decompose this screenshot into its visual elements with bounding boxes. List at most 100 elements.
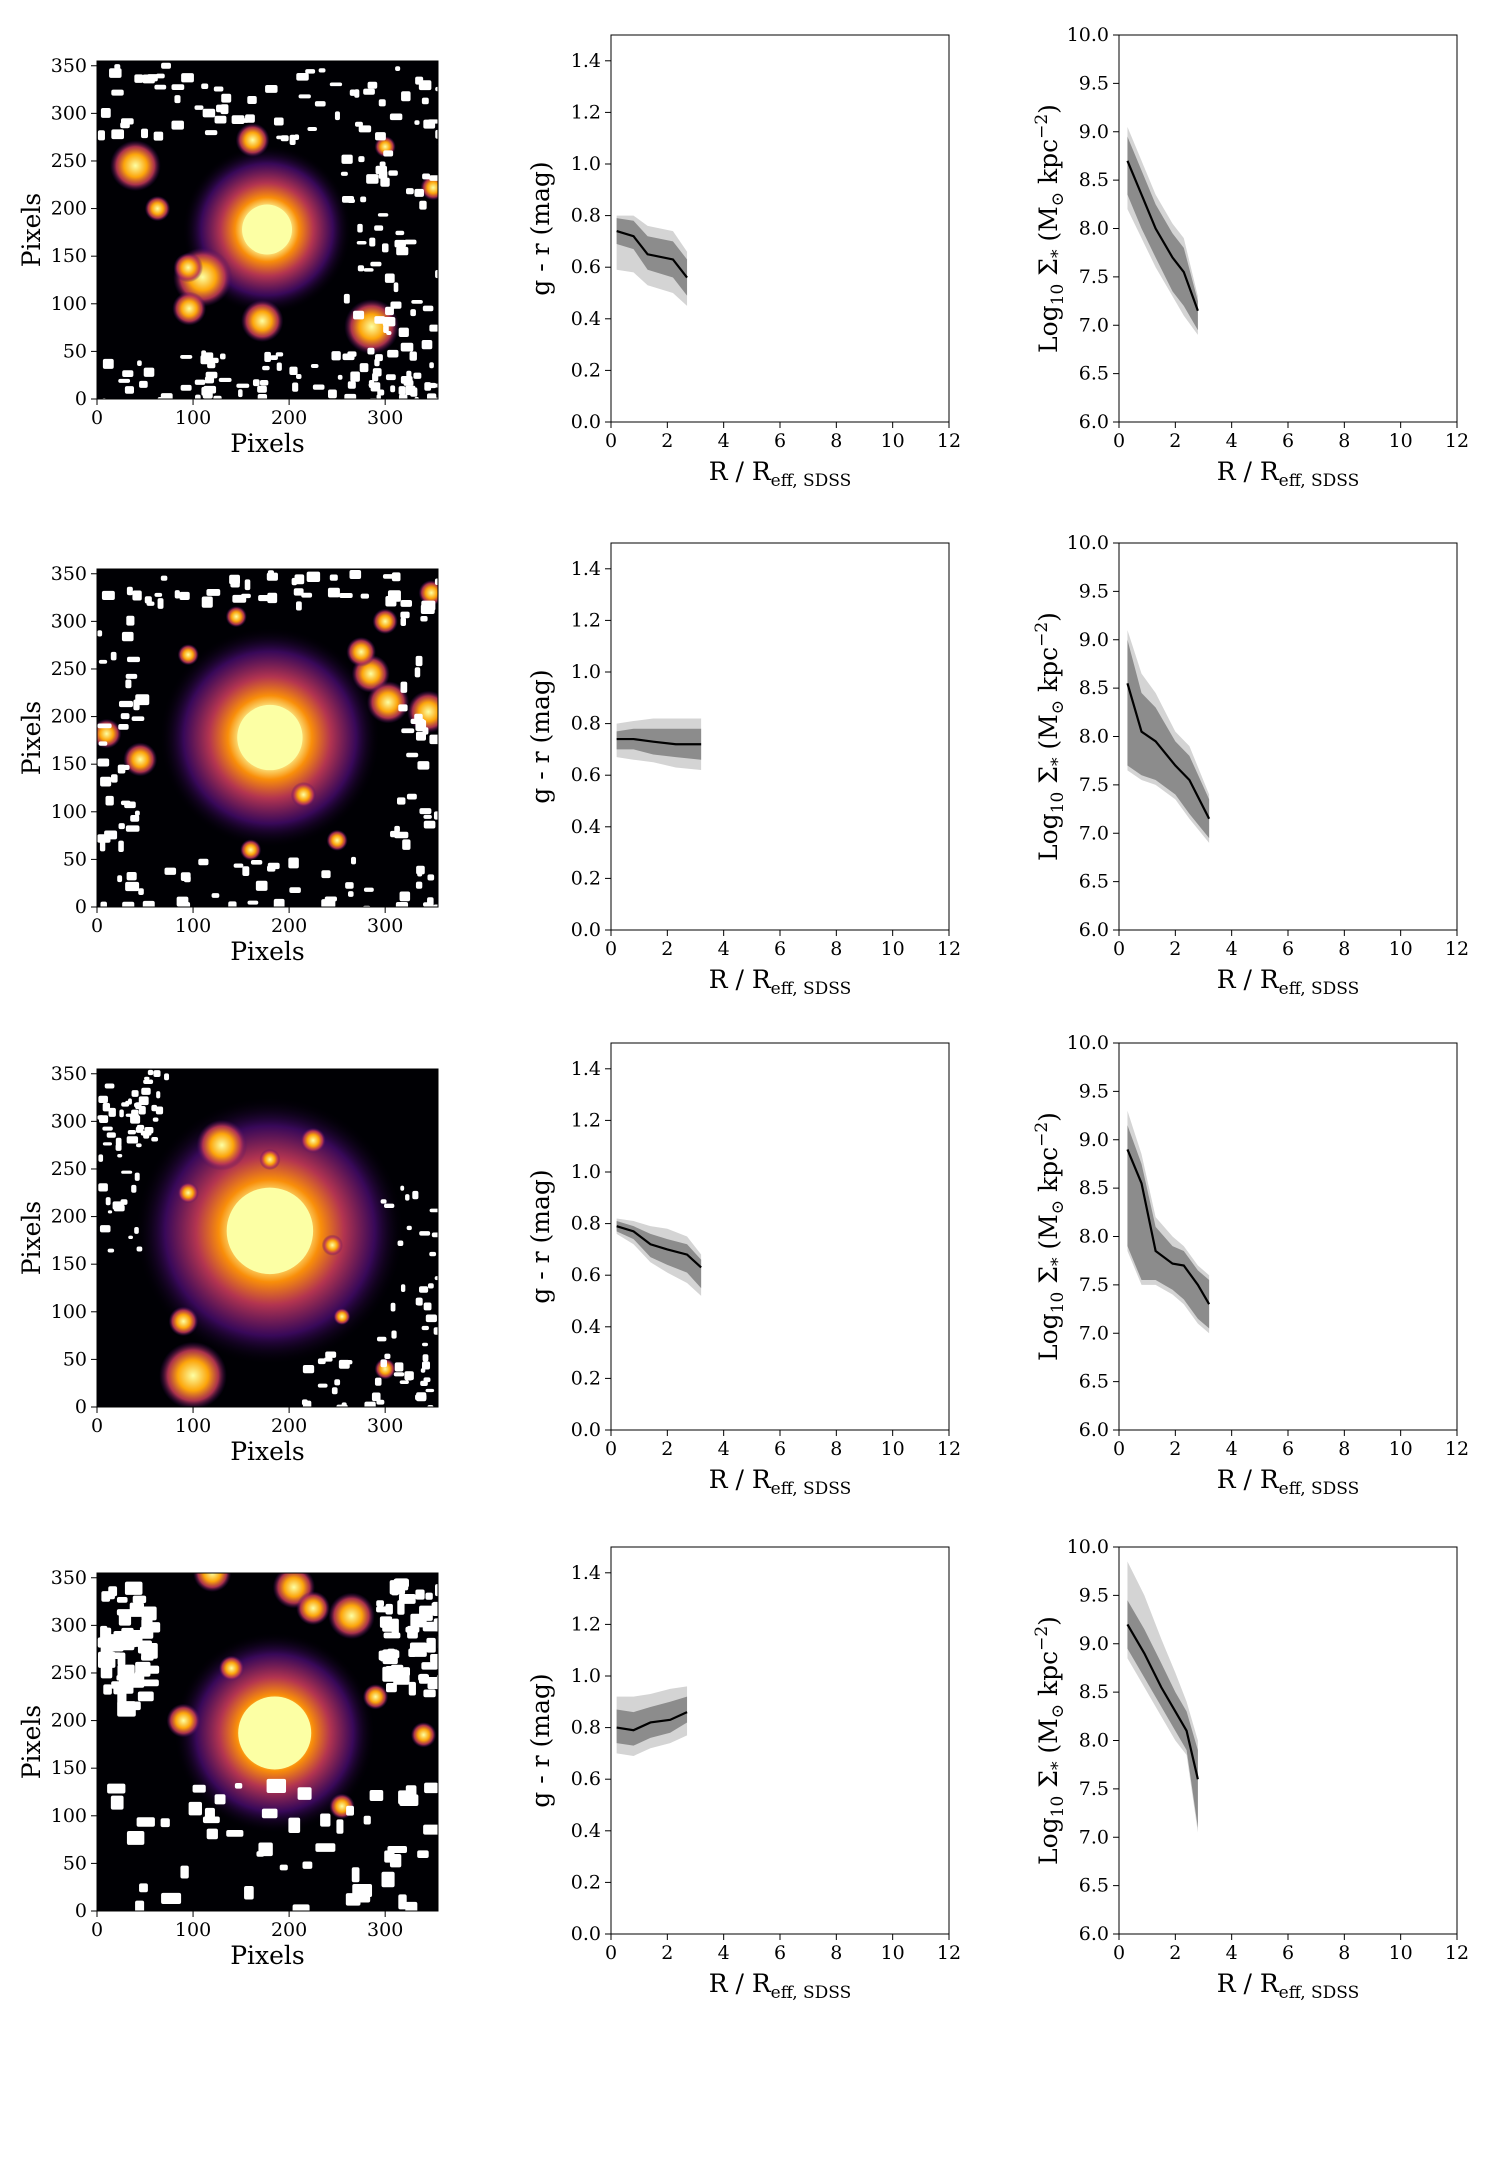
mask-blob bbox=[288, 857, 299, 869]
mask-blob bbox=[255, 880, 268, 891]
x-tick-label: 0 bbox=[91, 1919, 103, 1941]
mask-blob bbox=[398, 1894, 407, 1910]
x-tick-label: 2 bbox=[1169, 430, 1181, 452]
y-tick-label: 0.0 bbox=[571, 411, 601, 433]
mask-blob bbox=[262, 365, 270, 371]
mask-blob bbox=[363, 88, 375, 95]
source-4 bbox=[328, 1592, 375, 1640]
mask-blob bbox=[279, 1864, 288, 1871]
x-tick-label: 100 bbox=[175, 407, 211, 429]
galaxy-core bbox=[238, 1696, 312, 1770]
mask-blob bbox=[427, 1404, 434, 1407]
mask-blob bbox=[101, 590, 115, 600]
mask-blob bbox=[131, 1109, 139, 1117]
mask-blob bbox=[417, 1850, 429, 1859]
x-tick-label: 300 bbox=[367, 1919, 403, 1941]
mask-blob bbox=[380, 177, 390, 187]
y-label-unit: (M bbox=[1034, 1718, 1063, 1761]
mask-blob bbox=[374, 1377, 382, 1386]
x-tick-label: 6 bbox=[774, 1438, 786, 1460]
source-13 bbox=[326, 829, 348, 851]
mask-blob bbox=[216, 104, 225, 113]
x-tick-label: 2 bbox=[1169, 1438, 1181, 1460]
mask-blob bbox=[430, 1654, 438, 1664]
x-tick-label: 0 bbox=[1113, 1942, 1125, 1964]
mask-blob bbox=[366, 174, 379, 184]
mask-blob bbox=[144, 1076, 150, 1080]
mask-blob bbox=[347, 381, 356, 389]
mask-blob bbox=[103, 1684, 112, 1695]
mask-blob bbox=[107, 1248, 115, 1253]
mask-blob bbox=[125, 673, 138, 679]
x-tick-label: 0 bbox=[1113, 430, 1125, 452]
mask-blob bbox=[116, 1596, 128, 1603]
mask-blob bbox=[244, 579, 251, 591]
mask-blob bbox=[383, 1632, 401, 1639]
y-tick-label: 7.0 bbox=[1079, 822, 1109, 844]
mask-blob bbox=[293, 588, 304, 596]
y-tick-label: 1.4 bbox=[571, 1562, 601, 1584]
mask-blob bbox=[416, 1297, 423, 1306]
mask-blob bbox=[424, 1782, 438, 1794]
source-4 bbox=[177, 1182, 199, 1204]
y-tick-label: 150 bbox=[51, 1253, 87, 1275]
mask-blob bbox=[135, 1900, 145, 1911]
y-label-star: * bbox=[1048, 1761, 1068, 1770]
mask-blob bbox=[160, 393, 173, 399]
mask-blob bbox=[435, 270, 438, 279]
mask-blob bbox=[423, 1377, 431, 1383]
y-tick-label: 8.5 bbox=[1079, 1681, 1109, 1703]
y-tick-label: 0.6 bbox=[571, 256, 601, 278]
y-tick-label: 0.8 bbox=[571, 1213, 601, 1235]
mask-blob bbox=[390, 1664, 404, 1681]
x-axis-label: Pixels bbox=[230, 1437, 305, 1466]
y-tick-label: 50 bbox=[63, 1852, 87, 1874]
y-label-sun: ⊙ bbox=[1048, 700, 1068, 714]
mask-blob bbox=[431, 1602, 438, 1613]
mask-blob bbox=[134, 74, 144, 83]
mask-blob bbox=[141, 128, 149, 139]
mask-blob bbox=[434, 578, 438, 586]
mask-blob bbox=[111, 89, 124, 96]
mask-blob bbox=[171, 120, 184, 130]
x-tick-label: 10 bbox=[881, 938, 905, 960]
y-label-kpc: kpc bbox=[1034, 1147, 1063, 1200]
mask-blob bbox=[429, 1251, 437, 1257]
mask-blob bbox=[380, 1199, 387, 1204]
mask-blob bbox=[171, 84, 185, 91]
mask-blob bbox=[384, 273, 395, 283]
mask-blob bbox=[408, 1681, 416, 1696]
mask-blob bbox=[336, 1819, 344, 1834]
y-tick-label: 8.0 bbox=[1079, 1730, 1109, 1752]
y-label-close: ) bbox=[1034, 612, 1063, 622]
mask-blob bbox=[125, 1100, 132, 1105]
source-5 bbox=[166, 1703, 201, 1738]
mask-blob bbox=[327, 587, 340, 598]
mask-blob bbox=[360, 593, 370, 599]
mask-blob bbox=[317, 1358, 326, 1365]
x-tick-label: 10 bbox=[1389, 938, 1413, 960]
x-tick-label: 6 bbox=[1282, 938, 1294, 960]
mask-blob bbox=[429, 175, 438, 181]
x-tick-label: 300 bbox=[367, 1415, 403, 1437]
mask-blob bbox=[295, 601, 302, 611]
mask-blob bbox=[106, 1132, 116, 1138]
mask-blob bbox=[357, 223, 363, 233]
x-tick-label: 10 bbox=[881, 1942, 905, 1964]
y-tick-label: 0.2 bbox=[571, 867, 601, 889]
y-tick-label: 300 bbox=[51, 1110, 87, 1132]
y-tick-label: 0 bbox=[75, 1900, 87, 1922]
y-tick-label: 8.5 bbox=[1079, 677, 1109, 699]
mask-blob bbox=[375, 132, 386, 141]
mask-blob bbox=[133, 699, 140, 711]
y-tick-label: 50 bbox=[63, 1348, 87, 1370]
x-tick-label: 6 bbox=[774, 1942, 786, 1964]
mass-density-profile-panel-1: 0 2 4 6 8 10 12 6.0 6.5 7.0 7.5 8.0 8.5 9.0 9.5 10.0 R /… bbox=[1032, 24, 1469, 491]
x-tick-label: 6 bbox=[774, 938, 786, 960]
mask-blob bbox=[415, 655, 423, 667]
mask-blob bbox=[126, 1701, 141, 1711]
mask-blob bbox=[422, 1621, 438, 1632]
mask-blob bbox=[418, 80, 432, 91]
y-tick-label: 1.0 bbox=[571, 1161, 601, 1183]
mask-blob bbox=[380, 1359, 388, 1368]
